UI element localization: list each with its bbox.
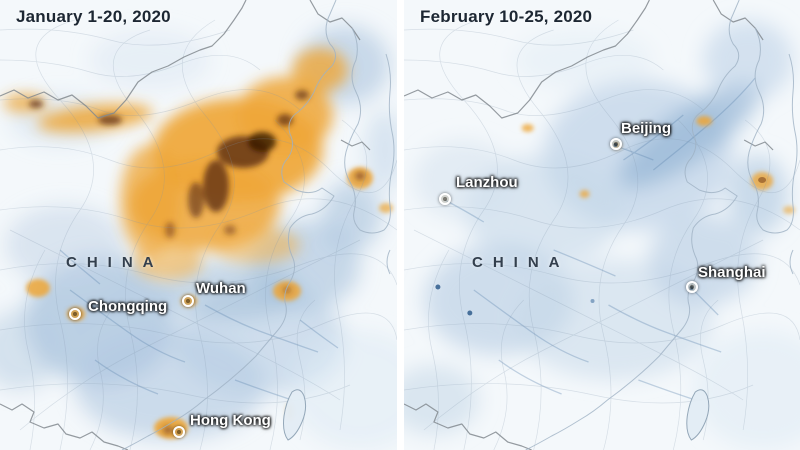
panel-title-february: February 10-25, 2020 <box>420 7 593 26</box>
map-artwork-january <box>0 0 397 450</box>
country-label-china-left: CHINA <box>66 254 164 271</box>
map-panel-january: January 1-20, 2020 CHINA Chongqing Wuhan… <box>0 0 397 450</box>
city-marker-wuhan <box>182 295 194 307</box>
city-label-wuhan: Wuhan <box>196 280 246 297</box>
city-label-beijing: Beijing <box>621 120 672 137</box>
panel-divider <box>397 0 404 450</box>
city-label-shanghai: Shanghai <box>698 264 766 281</box>
city-marker-beijing <box>610 138 622 150</box>
no2-dark-cores-layer <box>29 90 365 434</box>
panel-title-january: January 1-20, 2020 <box>16 7 171 26</box>
blue-streaks-layer <box>59 249 339 401</box>
city-marker-lanzhou <box>439 193 451 205</box>
city-label-chongqing: Chongqing <box>88 298 168 315</box>
city-marker-chongqing <box>69 308 81 320</box>
country-label-china-right: CHINA <box>472 254 570 271</box>
city-marker-shanghai <box>686 281 698 293</box>
map-panel-february: February 10-25, 2020 CHINA Lanzhou Beiji… <box>404 0 800 450</box>
city-label-hong-kong: Hong Kong <box>190 412 271 429</box>
city-marker-hong-kong <box>173 426 185 438</box>
map-artwork-february <box>404 0 800 450</box>
city-label-lanzhou: Lanzhou <box>456 174 518 191</box>
